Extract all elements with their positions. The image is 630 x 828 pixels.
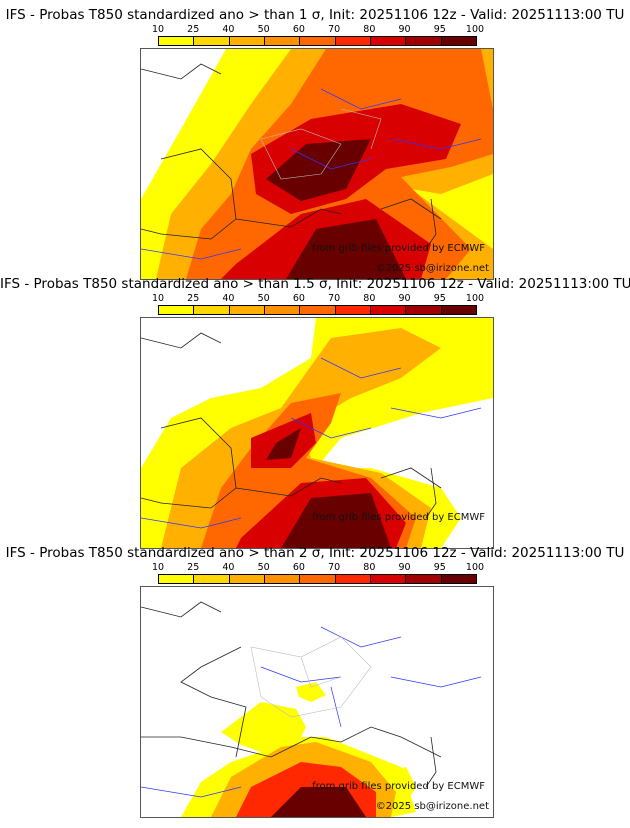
- colorbar-tick-label: 90: [398, 293, 411, 304]
- colorbar-tick-label: 25: [187, 562, 200, 573]
- colorbar-bin: [300, 306, 336, 314]
- colorbar-tick-label: 90: [398, 24, 411, 35]
- copyright: ©2025 sb@irizone.net: [375, 263, 489, 274]
- colorbar-bin: [194, 37, 230, 45]
- probability-map: from grib files provided by ECMWF: [140, 317, 494, 549]
- probability-map: from grib files provided by ECMWF ©2025 …: [140, 586, 494, 818]
- map-shading: [141, 601, 482, 817]
- colorbar-bin: [264, 306, 301, 314]
- colorbar-bin: [264, 37, 301, 45]
- colorbar-tick-label: 95: [433, 24, 446, 35]
- colorbar-bin: [335, 306, 371, 314]
- colorbar-bin: [406, 575, 442, 583]
- data-credit: from grib files provided by ECMWF: [312, 512, 485, 523]
- panel-title: IFS - Probas T850 standardized ano > tha…: [5, 7, 625, 23]
- colorbar-tick-label: 90: [398, 562, 411, 573]
- colorbar-bin: [370, 306, 407, 314]
- data-credit: from grib files provided by ECMWF: [312, 781, 485, 792]
- colorbar-bin: [159, 306, 195, 314]
- colorbar-bin: [300, 575, 336, 583]
- colorbar-bin: [194, 306, 230, 314]
- colorbar-tick-label: 25: [187, 24, 200, 35]
- colorbar-tick-label: 10: [151, 562, 165, 573]
- map-shading: [141, 318, 493, 548]
- colorbar-ticks: 10 25 40 50 60 70 80 90 95 100: [152, 293, 484, 304]
- colorbar-tick-label: 10: [151, 24, 165, 35]
- colorbar-bin: [370, 575, 407, 583]
- panel-1-5-sigma: IFS - Probas T850 standardized ano > tha…: [0, 277, 630, 549]
- colorbar-bin: [441, 575, 476, 583]
- colorbar-tick-label: 70: [328, 24, 341, 35]
- panel-title: IFS - Probas T850 standardized ano > tha…: [0, 276, 630, 292]
- colorbar-tick-label: 40: [222, 562, 235, 573]
- colorbar-bin: [335, 575, 371, 583]
- panel-2-sigma: IFS - Probas T850 standardized ano > tha…: [0, 546, 630, 818]
- colorbar-tick-label: 40: [222, 293, 235, 304]
- colorbar-bin: [264, 575, 301, 583]
- colorbar-tick-label: 50: [257, 293, 270, 304]
- colorbar-tick-label: 100: [465, 562, 485, 573]
- colorbar-tick-label: 95: [433, 293, 446, 304]
- colorbar-tick-label: 60: [292, 24, 305, 35]
- probability-map: from grib files provided by ECMWF ©2025 …: [140, 48, 494, 280]
- colorbar-tick-label: 70: [328, 562, 341, 573]
- data-credit: from grib files provided by ECMWF: [312, 243, 485, 254]
- colorbar: [158, 574, 477, 584]
- colorbar-tick-label: 80: [363, 293, 376, 304]
- colorbar-bin: [406, 37, 442, 45]
- colorbar-bin: [229, 37, 265, 45]
- colorbar: [158, 305, 477, 315]
- colorbar-bin: [300, 37, 336, 45]
- colorbar-tick-label: 70: [328, 293, 341, 304]
- colorbar-tick-label: 60: [292, 293, 305, 304]
- colorbar-tick-label: 95: [433, 562, 446, 573]
- colorbar-tick-label: 80: [363, 562, 376, 573]
- colorbar-bin: [406, 306, 442, 314]
- colorbar-tick-label: 25: [187, 293, 200, 304]
- colorbar-bin: [229, 306, 265, 314]
- colorbar-ticks: 10 25 40 50 60 70 80 90 95 100: [152, 24, 484, 35]
- colorbar-bin: [441, 37, 476, 45]
- colorbar-bin: [159, 575, 195, 583]
- colorbar-bin: [194, 575, 230, 583]
- colorbar-tick-label: 40: [222, 24, 235, 35]
- colorbar-tick-label: 50: [257, 24, 270, 35]
- colorbar-bin: [370, 37, 407, 45]
- colorbar-tick-label: 10: [151, 293, 165, 304]
- panel-title: IFS - Probas T850 standardized ano > tha…: [5, 545, 625, 561]
- colorbar-tick-label: 60: [292, 562, 305, 573]
- colorbar-bin: [335, 37, 371, 45]
- map-shading: [141, 49, 493, 279]
- panel-1-sigma: IFS - Probas T850 standardized ano > tha…: [0, 8, 630, 280]
- colorbar-bin: [159, 37, 195, 45]
- colorbar-tick-label: 100: [465, 24, 485, 35]
- colorbar-tick-label: 50: [257, 562, 270, 573]
- colorbar: [158, 36, 477, 46]
- colorbar-tick-label: 80: [363, 24, 376, 35]
- colorbar-bin: [441, 306, 476, 314]
- colorbar-ticks: 10 25 40 50 60 70 80 90 95 100: [152, 562, 484, 573]
- copyright: ©2025 sb@irizone.net: [375, 801, 489, 812]
- colorbar-bin: [229, 575, 265, 583]
- colorbar-tick-label: 100: [465, 293, 485, 304]
